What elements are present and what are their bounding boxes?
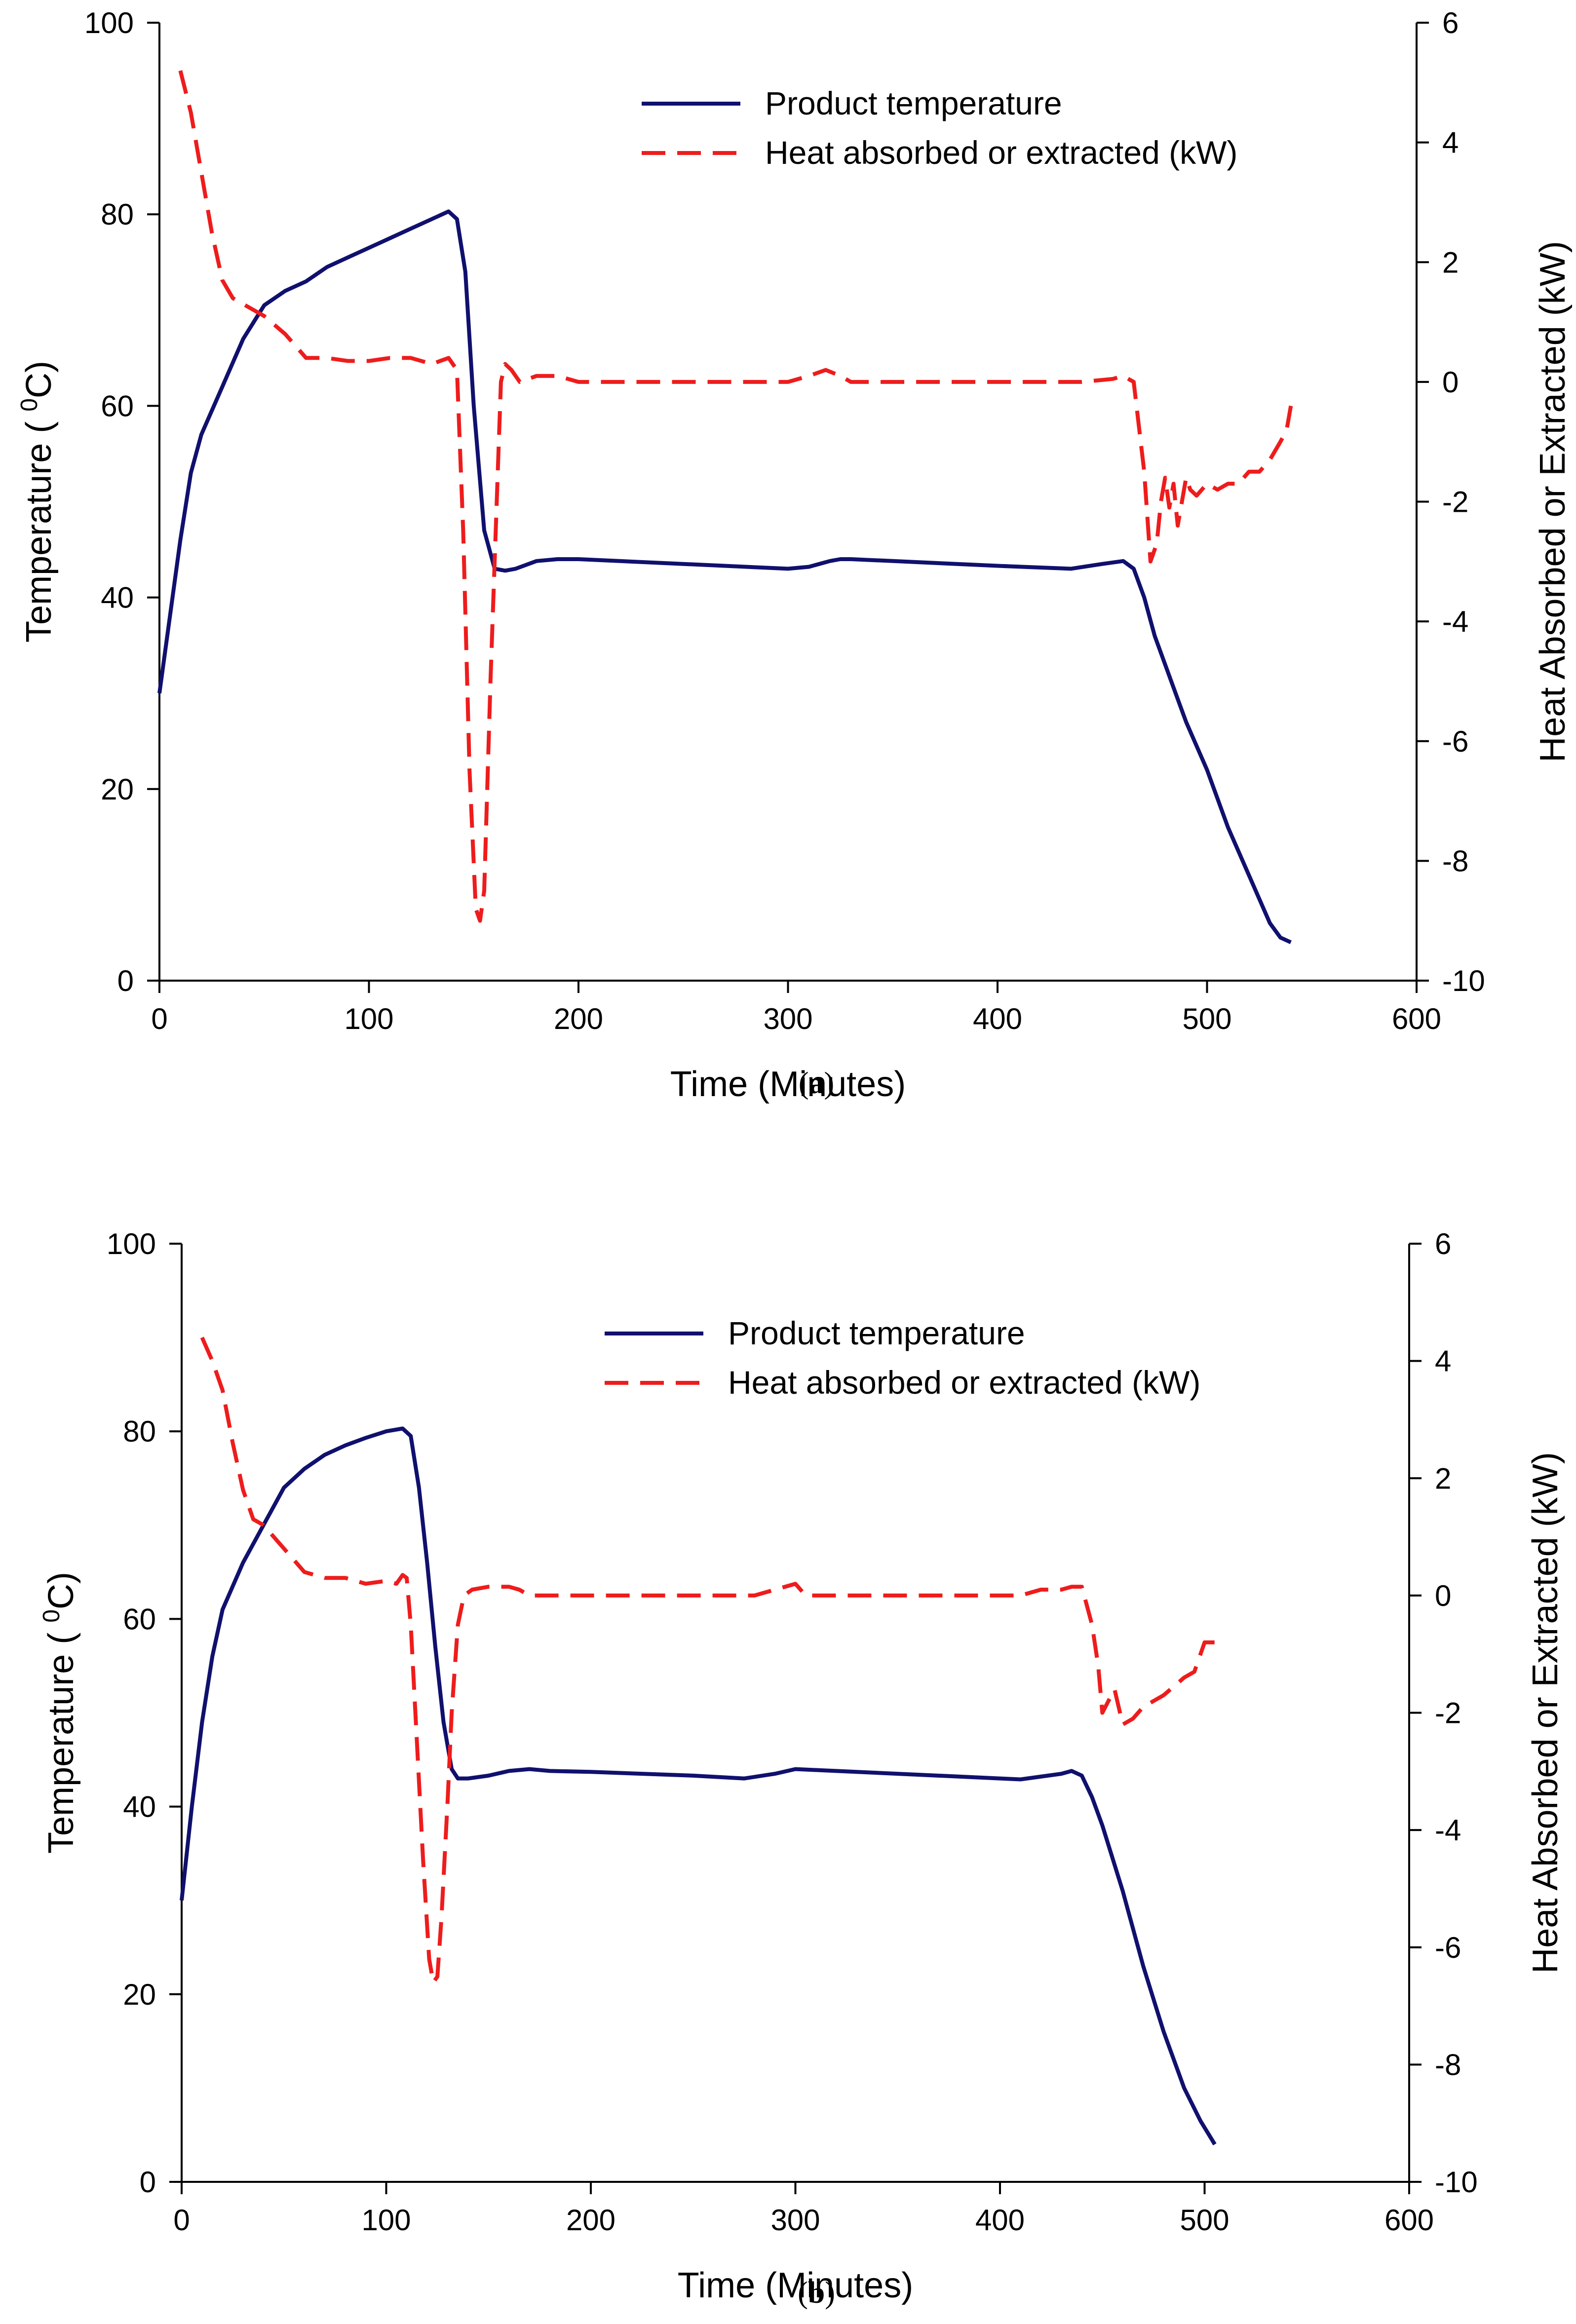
y2-tick-label: -8 <box>1435 2048 1461 2081</box>
x-axis-title: Time (Minutes) <box>670 1065 906 1104</box>
chart-panel-b: 0 100 200 300 400 500 600020406080100-10-8-6-4… <box>38 1227 1565 2305</box>
y-tick-label: 20 <box>123 1978 156 2011</box>
y-tick-label: 20 <box>101 773 134 806</box>
x-tick-label: 200 <box>566 2204 615 2237</box>
x-tick-label: 300 <box>770 2204 820 2237</box>
y2-tick-label: -4 <box>1435 1814 1461 1847</box>
y-axis-title-unit: C) <box>41 1572 81 1609</box>
caption-b: (b) <box>798 2276 835 2310</box>
y2-tick-label: 2 <box>1435 1462 1451 1495</box>
legend: Product temperature Heat absorbed or extr… <box>642 85 1237 171</box>
y-tick-label: 40 <box>123 1791 156 1824</box>
y-tick-label: 80 <box>101 198 134 231</box>
y-axis-title-unit: C) <box>19 361 59 398</box>
legend-label: Heat absorbed or extracted (kW) <box>765 134 1237 171</box>
x-tick-label: 100 <box>344 1002 393 1035</box>
y-tick-label: 100 <box>107 1227 156 1260</box>
y2-tick-label: 4 <box>1442 126 1459 159</box>
y2-tick-label: -6 <box>1442 725 1468 758</box>
x-tick-label: 200 <box>554 1002 603 1035</box>
y-axis-title-superscript: 0 <box>16 398 42 412</box>
y2-tick-label: 6 <box>1442 6 1459 39</box>
y2-tick-label: 6 <box>1435 1227 1451 1260</box>
x-tick-label: 600 <box>1392 1002 1441 1035</box>
y2-tick-label: -10 <box>1442 964 1485 997</box>
y2-tick-label: -2 <box>1442 486 1468 519</box>
y2-tick-label: 0 <box>1435 1579 1451 1612</box>
y2-tick-label: -2 <box>1435 1697 1461 1730</box>
y2-tick-label: 0 <box>1442 366 1459 399</box>
x-tick-label: 500 <box>1182 1002 1231 1035</box>
y2-tick-label: -8 <box>1442 844 1468 877</box>
x-tick-label: 600 <box>1384 2204 1434 2237</box>
x-tick-label: 500 <box>1180 2204 1229 2237</box>
y-tick-label: 40 <box>101 581 134 614</box>
legend: Product temperature Heat absorbed or extr… <box>605 1315 1200 1401</box>
y-tick-label: 60 <box>123 1602 156 1636</box>
legend-label: Product temperature <box>765 85 1062 121</box>
legend-label: Heat absorbed or extracted (kW) <box>728 1364 1200 1401</box>
y2-tick-label: 4 <box>1435 1345 1451 1378</box>
y-axis-title: Temperature ( 0C) <box>16 361 59 643</box>
y2-axis-title: Heat Absorbed or Extracted (kW) <box>1526 1452 1565 1973</box>
y-axis-title-text: Temperature ( <box>19 412 59 643</box>
series-line-heat <box>178 70 1293 923</box>
y-axis-title-superscript: 0 <box>38 1609 65 1623</box>
y-tick-label: 0 <box>140 2166 156 2199</box>
x-tick-label: 0 <box>151 1002 167 1035</box>
x-tick-label: 300 <box>763 1002 812 1035</box>
x-axis-title: Time (Minutes) <box>678 2266 913 2305</box>
series-line-heat <box>200 1336 1215 1984</box>
x-tick-label: 100 <box>361 2204 411 2237</box>
series-line-product-temperature <box>180 1426 1217 2146</box>
x-tick-label: 0 <box>173 2204 190 2237</box>
y-tick-label: 0 <box>117 964 134 997</box>
y2-tick-label: 2 <box>1442 246 1459 279</box>
y-tick-label: 100 <box>84 6 134 39</box>
x-tick-label: 400 <box>973 1002 1022 1035</box>
y-axis-title-text: Temperature ( <box>41 1623 81 1854</box>
y2-axis-title: Heat Absorbed or Extracted (kW) <box>1533 241 1573 762</box>
y2-tick-label: -4 <box>1442 605 1468 638</box>
y-axis-title: Temperature ( 0C) <box>38 1572 81 1854</box>
chart-panel-a: 0 100 200 300 400 500 600020406080100-10-8-6-4… <box>16 6 1573 1104</box>
x-tick-label: 400 <box>975 2204 1025 2237</box>
y-tick-label: 80 <box>123 1415 156 1448</box>
caption-a: (a) <box>798 1067 835 1100</box>
y2-tick-label: -10 <box>1435 2166 1478 2199</box>
y2-tick-label: -6 <box>1435 1931 1461 1964</box>
y-tick-label: 60 <box>101 389 134 422</box>
series-line-product-temperature <box>157 209 1292 945</box>
legend-label: Product temperature <box>728 1315 1025 1351</box>
